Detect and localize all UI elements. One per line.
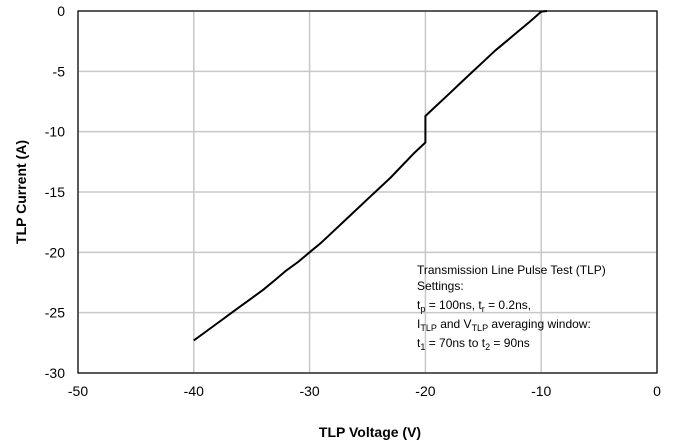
- y-tick-labels: 0 -5 -10 -15 -20 -25 -30: [45, 3, 65, 381]
- plot-frame: [77, 10, 658, 374]
- y-tick-label: -15: [45, 184, 65, 200]
- x-tick-label: -40: [184, 383, 204, 399]
- x-tick-label: -50: [68, 383, 88, 399]
- y-tick-label: -25: [45, 305, 65, 321]
- y-tick-label: -30: [45, 365, 65, 381]
- x-tick-label: -10: [531, 383, 551, 399]
- settings-annotation: Transmission Line Pulse Test (TLP) Setti…: [417, 263, 606, 352]
- x-tick-label: -30: [299, 383, 319, 399]
- annotation-line-1: Transmission Line Pulse Test (TLP): [417, 263, 606, 277]
- x-axis-title: TLP Voltage (V): [319, 424, 421, 440]
- y-tick-label: -10: [45, 124, 65, 140]
- x-tick-label: 0: [653, 383, 661, 399]
- x-tick-labels: -50 -40 -30 -20 -10 0: [68, 383, 661, 399]
- data-layer: [193, 10, 548, 342]
- annotation-line-3: tp = 100ns, tr = 0.2ns,: [417, 298, 531, 314]
- x-tick-label: -20: [415, 383, 435, 399]
- annotation-line-2: Settings:: [417, 279, 464, 293]
- y-tick-label: -5: [53, 63, 66, 79]
- iv-curve-line: [193, 10, 548, 342]
- y-axis-title: TLP Current (A): [13, 140, 29, 244]
- annotation-line-5: t1 = 70ns to t2 = 90ns: [417, 336, 530, 352]
- y-tick-label: -20: [45, 244, 65, 260]
- y-tick-label: 0: [57, 3, 65, 19]
- annotation-line-4: ITLP and VTLP averaging window:: [417, 317, 591, 333]
